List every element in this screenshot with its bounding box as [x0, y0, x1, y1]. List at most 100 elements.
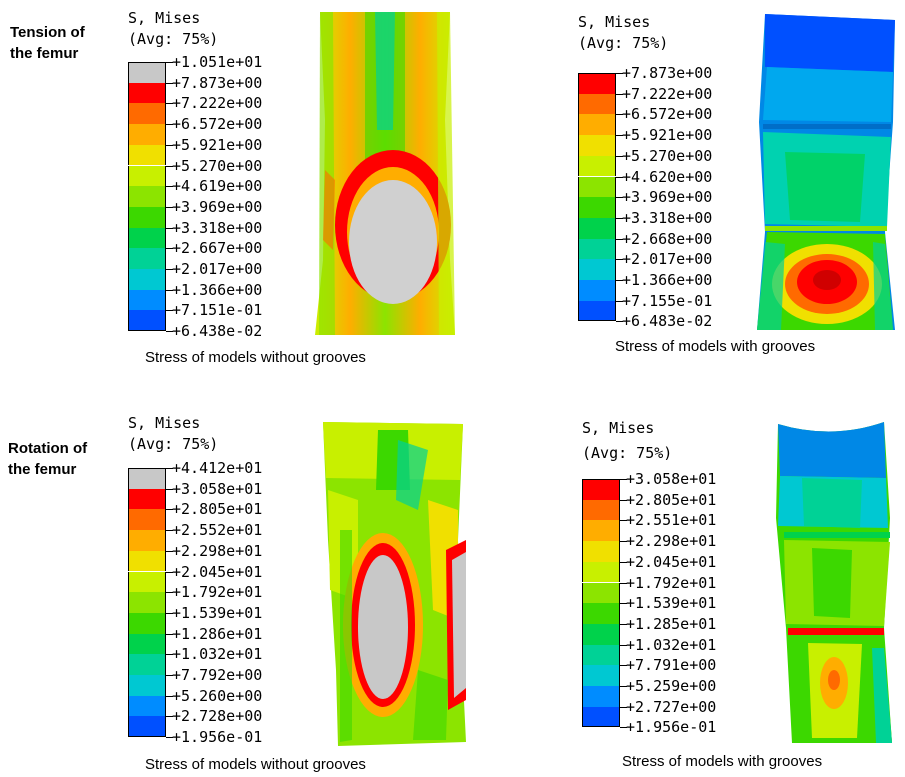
legend-value: +2.298e+01 [172, 541, 263, 560]
legend-tick [166, 468, 173, 469]
legend-value: +2.045e+01 [626, 552, 717, 571]
legend-value: +6.483e-02 [622, 312, 713, 331]
legend-value: +6.572e+00 [622, 105, 713, 124]
legend-tick [166, 550, 173, 552]
legend-value: +1.792e+01 [172, 583, 263, 602]
legend-swatch [578, 217, 616, 239]
legend-tick [166, 716, 173, 718]
legend-swatch [582, 582, 620, 604]
caption: Stress of models without grooves [145, 349, 366, 366]
legend-title: S, Mises [578, 13, 651, 31]
legend-swatch [582, 623, 620, 645]
legend-swatch [578, 197, 616, 218]
legend-value: +2.298e+01 [626, 532, 717, 551]
legend-tick [620, 727, 627, 729]
legend-value: +2.668e+00 [622, 229, 713, 248]
legend-swatch [582, 603, 620, 624]
legend-value: +3.318e+00 [622, 208, 713, 227]
legend-value: +4.619e+00 [172, 177, 263, 196]
legend-swatch [128, 206, 166, 228]
legend-swatch [128, 509, 166, 531]
legend-swatch [128, 186, 166, 207]
legend-tick [166, 310, 173, 312]
legend-swatch [128, 144, 166, 166]
legend-tick [620, 499, 627, 501]
legend-tick [166, 488, 173, 490]
legend-value: +1.286e+01 [172, 624, 263, 643]
legend-tick [616, 135, 623, 137]
legend-tick [166, 124, 173, 126]
legend-tick [616, 155, 623, 157]
legend-value: +2.551e+01 [626, 511, 717, 530]
legend-subtitle: (Avg: 75%) [128, 435, 219, 453]
legend-swatch [582, 644, 620, 666]
legend-tick [166, 633, 173, 635]
legend-value: +7.873e+00 [622, 64, 713, 82]
row-label-tension: Tension of the femur [10, 24, 85, 62]
legend-value: +7.873e+00 [172, 73, 263, 92]
legend-swatch [128, 248, 166, 269]
legend-tick [616, 321, 623, 323]
legend-value: +5.259e+00 [626, 677, 717, 695]
legend-swatch [128, 716, 166, 738]
legend-value: +3.969e+00 [622, 188, 713, 207]
legend-value: +5.921e+00 [172, 135, 263, 154]
legend-tick [166, 227, 173, 229]
legend-swatch [582, 479, 620, 500]
legend-swatch [128, 165, 166, 187]
legend-title: S, Mises [582, 419, 655, 437]
legend-subtitle: (Avg: 75%) [128, 30, 219, 48]
legend-value: +1.539e+01 [172, 603, 263, 622]
legend-value: +1.366e+00 [622, 271, 713, 289]
legend-value: +4.412e+01 [172, 459, 263, 477]
legend-value: +2.727e+00 [626, 697, 717, 716]
legend-swatch [128, 103, 166, 125]
legend-value: +7.151e-01 [172, 301, 263, 320]
legend-swatch [578, 135, 616, 156]
legend-subtitle: (Avg: 75%) [582, 444, 673, 462]
legend-tick [616, 114, 623, 116]
legend-swatch [128, 488, 166, 510]
legend-tick [616, 176, 623, 178]
stress-contour-model [776, 422, 892, 743]
legend-value: +6.438e-02 [172, 322, 263, 341]
legend-tick [616, 300, 623, 302]
legend-tick [620, 479, 627, 480]
caption: Stress of models with grooves [615, 338, 816, 355]
legend-title: S, Mises [128, 9, 201, 27]
legend-swatch [578, 259, 616, 280]
legend-value: +5.260e+00 [172, 686, 263, 705]
legend-tick [620, 665, 627, 667]
legend-swatch [582, 686, 620, 707]
legend-tick [166, 289, 173, 291]
legend-swatch [128, 550, 166, 572]
legend-swatch [128, 468, 166, 489]
legend-tick [620, 561, 627, 563]
legend-tick [620, 541, 627, 543]
legend-swatch [128, 289, 166, 311]
legend-tick [616, 217, 623, 219]
legend-tick [166, 695, 173, 697]
legend-tick [616, 197, 623, 199]
legend-swatch [578, 300, 616, 322]
legend-value: +2.552e+01 [172, 521, 263, 540]
legend-tick [166, 206, 173, 208]
legend-value: +1.032e+01 [172, 645, 263, 664]
legend-swatch [578, 155, 616, 177]
legend-swatch [578, 176, 616, 198]
legend-tick [166, 675, 173, 676]
legend-tick [166, 331, 173, 333]
legend-value: +1.792e+01 [626, 573, 717, 592]
legend-tick [616, 93, 623, 95]
legend-value: +5.270e+00 [172, 156, 263, 175]
legend-tick [166, 248, 173, 250]
legend-tick [620, 686, 627, 687]
legend-tick [166, 612, 173, 614]
legend-value: +6.572e+00 [172, 115, 263, 134]
legend-swatch [128, 530, 166, 551]
legend-tick [166, 269, 173, 270]
legend-tick [166, 165, 173, 167]
legend-subtitle: (Avg: 75%) [578, 34, 669, 52]
legend-tick [616, 259, 623, 261]
caption: Stress of models with grooves [622, 753, 823, 770]
